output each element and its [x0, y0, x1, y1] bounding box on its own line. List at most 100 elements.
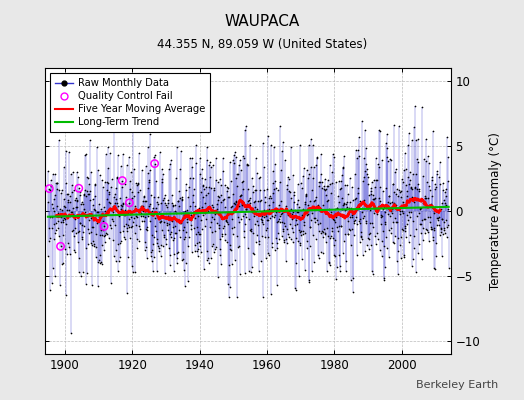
Point: [402, 166, 410, 172]
Point: [238, 213, 247, 220]
Point: [440, 218, 448, 225]
Point: [118, 177, 126, 184]
Point: [216, 176, 224, 182]
Point: [50, 171, 59, 178]
Point: [67, 209, 75, 215]
Point: [143, 227, 151, 233]
Point: [200, 186, 208, 192]
Point: [121, 206, 129, 213]
Point: [437, 225, 445, 231]
Point: [408, 262, 417, 269]
Point: [137, 203, 145, 209]
Point: [101, 238, 110, 245]
Point: [138, 167, 147, 173]
Point: [131, 230, 139, 236]
Point: [275, 236, 283, 242]
Point: [266, 208, 275, 214]
Point: [73, 169, 82, 176]
Point: [167, 229, 176, 235]
Point: [347, 277, 355, 284]
Point: [320, 226, 328, 232]
Point: [151, 222, 160, 229]
Point: [107, 225, 116, 232]
Point: [420, 216, 428, 223]
Point: [444, 265, 453, 271]
Point: [72, 195, 81, 202]
Point: [328, 227, 336, 234]
Point: [60, 164, 69, 170]
Point: [341, 182, 349, 188]
Point: [335, 186, 344, 192]
Point: [155, 209, 163, 216]
Point: [421, 158, 430, 164]
Point: [424, 237, 433, 244]
Point: [222, 218, 231, 224]
Point: [215, 246, 224, 252]
Point: [365, 236, 374, 242]
Point: [85, 190, 93, 197]
Point: [388, 180, 397, 187]
Point: [434, 222, 443, 228]
Point: [167, 157, 175, 163]
Point: [279, 228, 287, 234]
Point: [102, 230, 110, 236]
Point: [173, 248, 182, 255]
Point: [435, 159, 444, 165]
Point: [269, 180, 278, 186]
Point: [405, 239, 413, 245]
Point: [188, 164, 196, 170]
Point: [219, 197, 227, 203]
Point: [305, 142, 313, 148]
Point: [316, 178, 324, 185]
Point: [77, 212, 85, 218]
Point: [47, 280, 56, 286]
Point: [378, 252, 387, 259]
Point: [159, 242, 167, 249]
Point: [58, 260, 67, 266]
Point: [256, 174, 265, 180]
Point: [358, 236, 366, 242]
Point: [240, 234, 248, 240]
Point: [180, 212, 188, 218]
Point: [442, 224, 451, 230]
Point: [387, 208, 396, 214]
Point: [315, 228, 324, 234]
Point: [320, 187, 329, 194]
Point: [231, 149, 239, 156]
Point: [326, 208, 335, 215]
Point: [157, 200, 165, 206]
Point: [132, 221, 140, 228]
Point: [367, 220, 376, 226]
Point: [296, 240, 304, 246]
Point: [117, 202, 126, 209]
Point: [284, 174, 292, 181]
Point: [392, 191, 401, 198]
Point: [390, 215, 399, 222]
Point: [428, 226, 436, 232]
Point: [325, 206, 333, 212]
Point: [188, 209, 196, 216]
Point: [241, 270, 249, 276]
Point: [328, 169, 336, 175]
Point: [55, 212, 63, 218]
Point: [117, 206, 125, 212]
Point: [89, 237, 97, 244]
Point: [340, 201, 348, 208]
Point: [296, 229, 304, 236]
Point: [316, 170, 325, 177]
Point: [430, 266, 439, 272]
Point: [58, 261, 67, 267]
Point: [438, 253, 446, 259]
Point: [68, 228, 76, 234]
Point: [242, 123, 250, 129]
Point: [78, 234, 86, 240]
Point: [217, 215, 226, 221]
Point: [287, 195, 296, 201]
Point: [76, 219, 84, 226]
Point: [396, 208, 405, 214]
Point: [67, 171, 75, 177]
Point: [386, 157, 395, 163]
Point: [116, 240, 124, 246]
Point: [136, 207, 144, 213]
Point: [49, 264, 58, 271]
